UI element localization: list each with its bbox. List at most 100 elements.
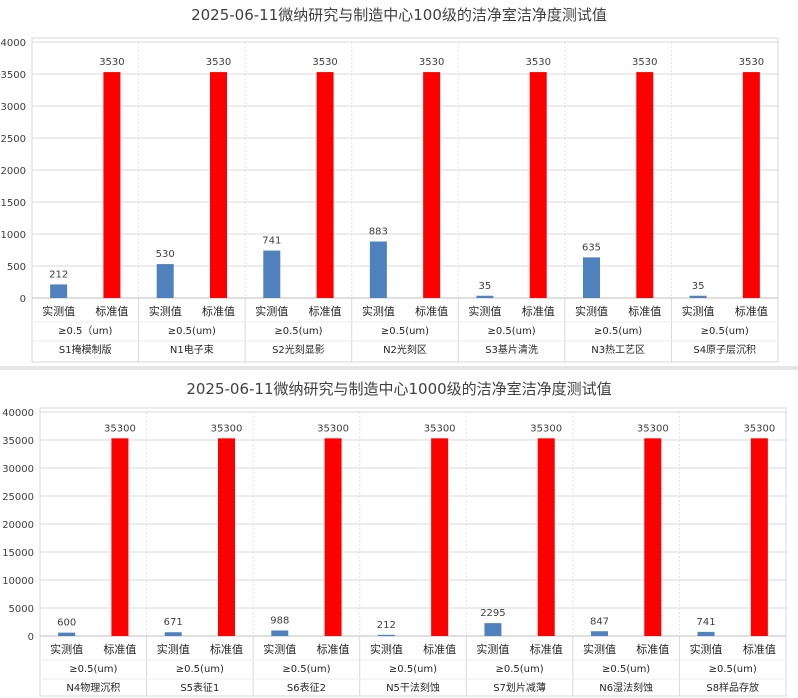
series-tick-label: 标准值 xyxy=(628,304,661,318)
data-label: 3530 xyxy=(632,57,657,68)
bar-standard xyxy=(316,72,334,298)
data-label: 600 xyxy=(57,618,76,629)
y-tick-label: 2500 xyxy=(1,134,26,145)
data-label: 3530 xyxy=(419,57,444,68)
data-label: 3530 xyxy=(312,57,337,68)
y-tick-label: 500 xyxy=(7,262,26,273)
series-tick-label: 实测值 xyxy=(50,642,83,656)
series-tick-label: 实测值 xyxy=(682,304,715,318)
series-tick-label: 标准值 xyxy=(95,304,128,318)
bar-measured xyxy=(369,241,387,298)
bar-measured xyxy=(164,632,182,636)
bar-standard xyxy=(644,438,662,636)
location-label: S7划片减薄 xyxy=(493,681,546,694)
data-label: 35300 xyxy=(637,423,669,434)
panel-separator xyxy=(0,366,798,370)
series-tick-label: 标准值 xyxy=(522,304,555,318)
y-tick-label: 3000 xyxy=(1,102,26,113)
data-label: 3530 xyxy=(206,57,231,68)
bar-measured xyxy=(591,631,608,636)
bar-measured xyxy=(484,623,502,636)
location-label: N6湿法刻蚀 xyxy=(599,681,653,694)
bar-standard xyxy=(636,72,654,298)
bar-standard xyxy=(111,438,129,636)
chart-frame xyxy=(31,37,779,363)
y-tick-label: 15000 xyxy=(2,548,34,559)
series-tick-label: 实测值 xyxy=(476,642,509,656)
particle-size-label: ≥0.5(um) xyxy=(176,664,224,675)
data-label: 530 xyxy=(156,249,175,260)
data-label: 2295 xyxy=(480,608,505,619)
y-tick-label: 1000 xyxy=(1,230,26,241)
location-label: S5表征1 xyxy=(180,681,219,694)
series-tick-label: 实测值 xyxy=(42,304,75,318)
series-tick-label: 实测值 xyxy=(370,642,403,656)
data-label: 988 xyxy=(270,615,289,626)
data-label: 35 xyxy=(479,281,492,292)
location-label: N4物理沉积 xyxy=(66,681,120,694)
series-tick-label: 实测值 xyxy=(575,304,608,318)
particle-size-label: ≥0.5(um) xyxy=(282,664,330,675)
bar-standard xyxy=(210,72,227,298)
bar-standard xyxy=(431,438,449,636)
particle-size-label: ≥0.5(um) xyxy=(274,326,322,337)
data-label: 35 xyxy=(692,281,705,292)
bar-chart-100: 0 500 1000 1500 2000 2500 3000 3500 4000 212 实测值 35… xyxy=(1,37,779,363)
series-tick-label: 标准值 xyxy=(210,642,243,656)
data-label: 883 xyxy=(369,226,388,237)
series-tick-label: 标准值 xyxy=(202,304,235,318)
y-tick-label: 5000 xyxy=(9,604,34,615)
particle-size-label: ≥0.5(um) xyxy=(487,326,535,337)
y-tick-label: 35000 xyxy=(2,436,34,447)
series-tick-label: 实测值 xyxy=(149,304,182,318)
data-label: 3530 xyxy=(739,57,764,68)
data-label: 741 xyxy=(697,617,716,628)
location-label: S3基片清洗 xyxy=(485,343,538,356)
y-tick-label: 4000 xyxy=(1,38,26,49)
bar-standard xyxy=(750,438,768,636)
particle-size-label: ≥0.5(um) xyxy=(594,326,642,337)
y-tick-label: 40000 xyxy=(2,408,34,419)
series-tick-label: 实测值 xyxy=(362,304,395,318)
data-label: 212 xyxy=(377,620,396,631)
data-label: 3530 xyxy=(99,57,124,68)
bar-measured xyxy=(50,284,68,298)
y-tick-label: 25000 xyxy=(2,492,34,503)
series-tick-label: 实测值 xyxy=(690,642,723,656)
bar-measured xyxy=(156,264,174,298)
bar-measured xyxy=(263,250,281,298)
series-tick-label: 实测值 xyxy=(583,642,616,656)
data-label: 35300 xyxy=(424,423,456,434)
bar-standard xyxy=(218,438,235,636)
particle-size-label: ≥0.5(um) xyxy=(168,326,216,337)
data-label: 3530 xyxy=(525,57,550,68)
series-tick-label: 标准值 xyxy=(530,642,563,656)
particle-size-label: ≥0.5(um) xyxy=(381,326,429,337)
data-label: 35300 xyxy=(530,423,562,434)
location-label: S8样品存放 xyxy=(706,681,759,694)
y-tick-label: 2000 xyxy=(1,166,26,177)
location-label: N1电子束 xyxy=(170,343,214,356)
series-tick-label: 实测值 xyxy=(255,304,288,318)
series-tick-label: 标准值 xyxy=(636,642,669,656)
data-label: 635 xyxy=(582,242,601,253)
bar-measured xyxy=(476,295,494,298)
chart-panel-100: 2025-06-11微纳研究与制造中心100级的洁净室洁净度测试值 0 500 10… xyxy=(1,6,779,363)
data-label: 671 xyxy=(164,617,183,628)
location-label: N5干法刻蚀 xyxy=(386,681,440,694)
chart-title: 2025-06-11微纳研究与制造中心100级的洁净室洁净度测试值 xyxy=(191,6,607,24)
bar-measured xyxy=(697,631,715,636)
particle-size-label: ≥0.5(um) xyxy=(495,664,543,675)
particle-size-label: ≥0.5（um) xyxy=(58,325,112,337)
data-label: 35300 xyxy=(211,423,243,434)
chart-panel-1000: 2025-06-11微纳研究与制造中心1000级的洁净室洁净度测试值 0 5000… xyxy=(0,372,798,698)
data-label: 35300 xyxy=(104,423,136,434)
location-label: S6表征2 xyxy=(287,681,326,694)
location-label: S1掩模制版 xyxy=(59,343,112,356)
y-tick-label: 1500 xyxy=(1,198,26,209)
y-tick-label: 0 xyxy=(20,294,26,305)
bar-standard xyxy=(103,72,121,298)
location-label: N3热工艺区 xyxy=(591,343,645,356)
series-tick-label: 标准值 xyxy=(415,304,448,318)
bar-chart-1000: 0 5000 10000 15000 20000 25000 30000 35000 40000… xyxy=(2,407,787,697)
